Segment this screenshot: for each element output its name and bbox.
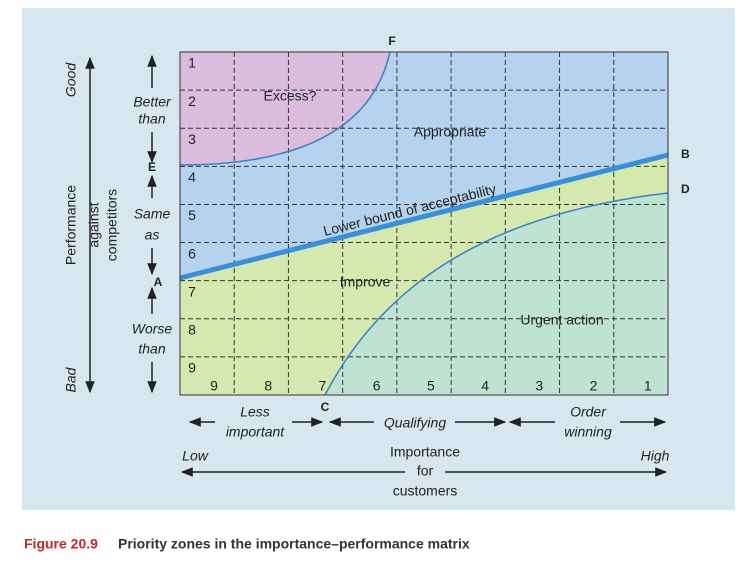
- point-label: D: [681, 182, 690, 196]
- urgent-curve: [324, 192, 669, 396]
- row-number: 3: [188, 131, 196, 147]
- y-band: than: [138, 111, 165, 127]
- x-label: High: [641, 448, 670, 464]
- col-number: 7: [319, 378, 327, 394]
- point-label: F: [388, 34, 395, 48]
- y-band: than: [138, 341, 165, 357]
- col-number: 2: [590, 378, 598, 394]
- x-title: Importance: [390, 444, 460, 460]
- x-band: Less: [240, 404, 270, 420]
- col-number: 8: [264, 378, 272, 394]
- row-number: 4: [188, 169, 196, 185]
- row-number: 9: [188, 360, 196, 376]
- row-number: 7: [188, 283, 196, 299]
- x-title: customers: [393, 483, 458, 499]
- x-band: Order: [570, 404, 607, 420]
- col-number: 9: [210, 378, 218, 394]
- col-number: 3: [535, 378, 543, 394]
- y-label: Good: [63, 62, 79, 97]
- y-title: against: [86, 202, 102, 247]
- point-label: E: [148, 160, 156, 174]
- x-band: important: [226, 424, 285, 440]
- y-band: Better: [133, 94, 172, 110]
- boundary-line: [179, 152, 669, 281]
- row-number: 2: [188, 93, 196, 109]
- zone-label: Excess?: [264, 88, 317, 104]
- grid: [180, 52, 668, 395]
- plot-border: [179, 51, 669, 396]
- title-gap: [405, 464, 445, 480]
- y-band: as: [145, 227, 160, 243]
- point-label: A: [154, 275, 163, 289]
- caption-number: Figure 20.9: [24, 536, 98, 552]
- urgent-zone: [325, 193, 668, 395]
- excess-curve: [179, 51, 391, 166]
- zone-label: Urgent action: [520, 312, 603, 328]
- row-number: 6: [188, 245, 196, 261]
- row-number: 5: [188, 207, 196, 223]
- zone-label: Improve: [340, 274, 391, 290]
- x-band: Qualifying: [384, 415, 446, 431]
- row-number: 8: [188, 321, 196, 337]
- y-title: competitors: [104, 189, 120, 261]
- y-label: Bad: [63, 366, 79, 392]
- x-label: Low: [182, 448, 209, 464]
- point-label: B: [681, 147, 690, 161]
- col-number: 4: [481, 378, 489, 394]
- y-band: Worse: [132, 321, 173, 337]
- x-band: winning: [564, 424, 612, 440]
- col-number: 5: [427, 378, 435, 394]
- point-label: C: [321, 400, 330, 414]
- row-number: 1: [188, 55, 196, 71]
- caption-text: Priority zones in the importance–perform…: [118, 536, 470, 552]
- y-band: Same: [134, 206, 171, 222]
- col-number: 1: [644, 378, 652, 394]
- col-number: 6: [373, 378, 381, 394]
- excess-zone: [180, 52, 390, 165]
- x-title: for: [417, 463, 434, 479]
- zone-label: Appropriate: [414, 124, 487, 140]
- y-title: Performance: [63, 185, 79, 265]
